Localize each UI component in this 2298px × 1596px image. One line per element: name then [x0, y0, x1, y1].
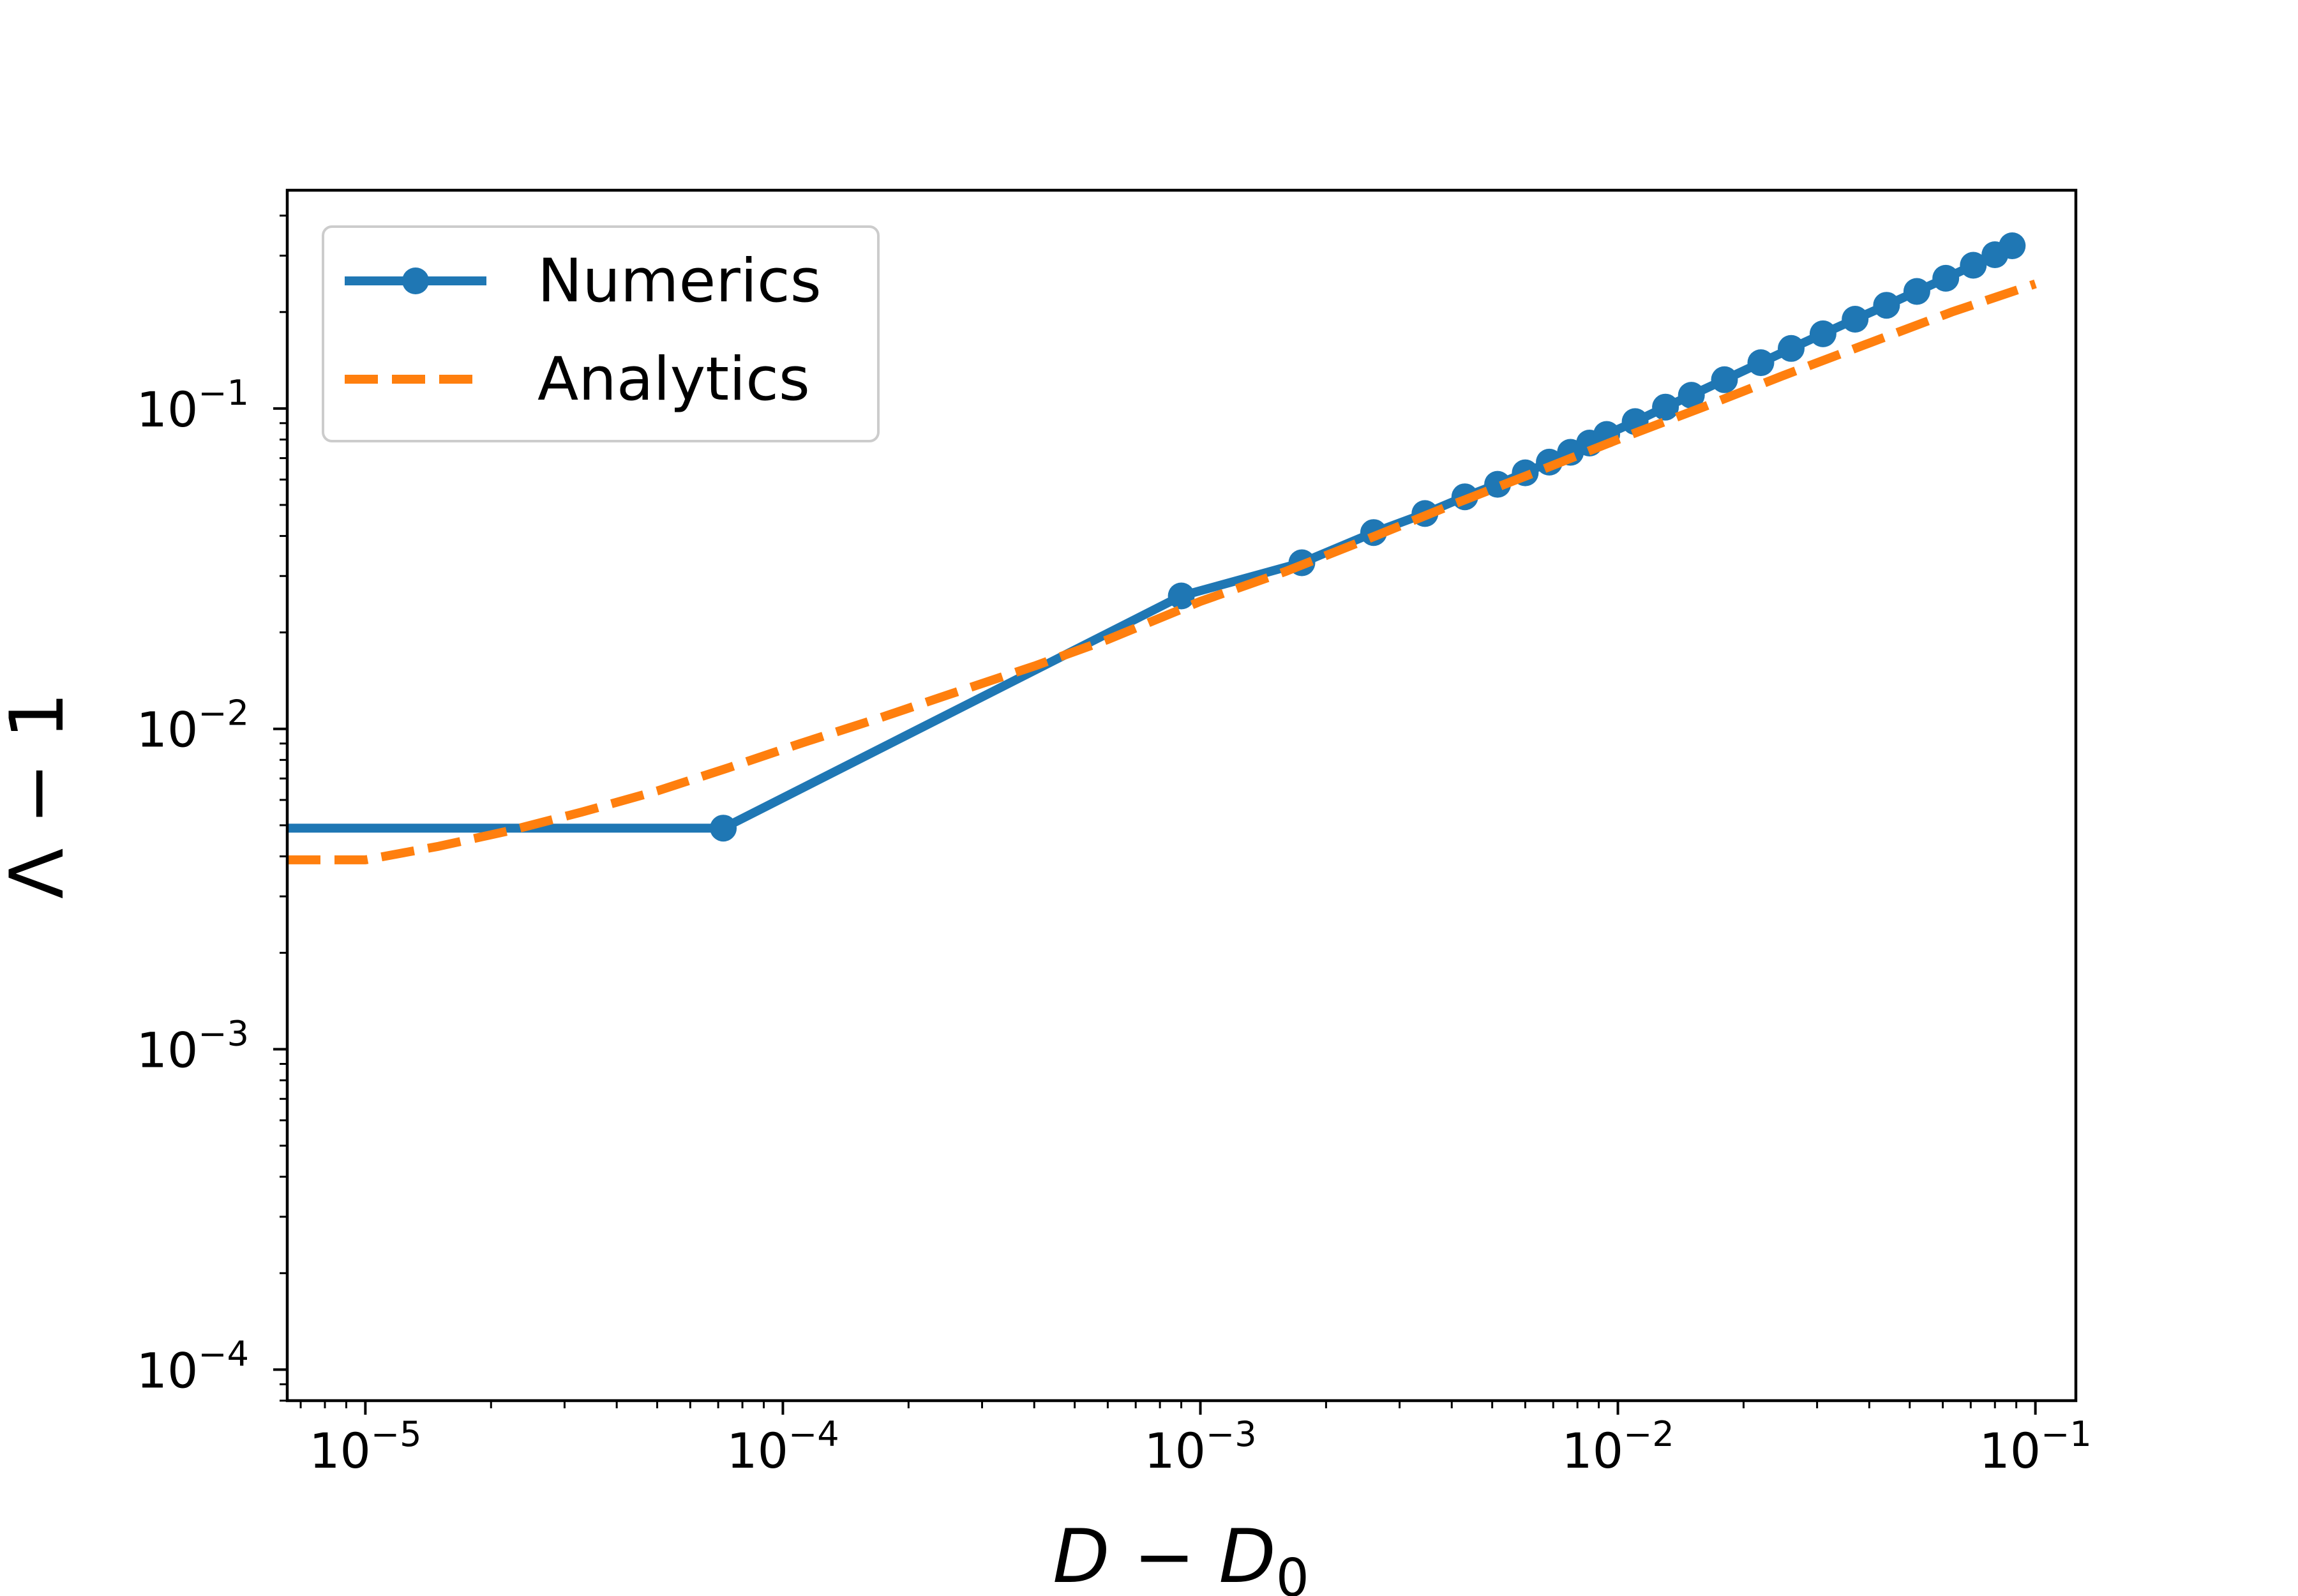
data-point-numerics	[1168, 582, 1195, 610]
x-tick-label: 10−2	[1561, 1414, 1674, 1479]
x-axis-title-subscript: 0	[1276, 1548, 1309, 1596]
data-point-numerics	[1809, 320, 1836, 347]
y-tick-label: 10−3	[137, 1014, 249, 1079]
data-point-numerics	[1960, 252, 1987, 279]
legend-label-analytics: Analytics	[537, 345, 810, 414]
series-line-analytics	[287, 279, 2037, 864]
data-point-numerics	[1778, 335, 1805, 362]
data-point-numerics	[1842, 306, 1869, 333]
data-point-numerics	[1747, 349, 1775, 377]
data-point-numerics	[1678, 382, 1705, 409]
legend-entry-analytics: Analytics	[345, 345, 810, 414]
data-point-numerics	[1873, 292, 1900, 319]
data-point-numerics	[1484, 471, 1512, 498]
legend-marker-numerics	[402, 267, 429, 294]
data-point-numerics	[710, 815, 737, 842]
y-axis-title: Λ − 1	[0, 692, 80, 899]
data-point-numerics	[1652, 393, 1679, 421]
y-tick-label: 10−4	[137, 1334, 249, 1399]
data-point-numerics	[1711, 366, 1738, 393]
ticks-layer: 10−5 10−4 10−3 10−2 10−1 10−4 10−3 10−2 10−1	[137, 215, 2092, 1479]
y-tick-label: 10−1	[137, 373, 249, 438]
y-tick-label: 10−2	[137, 693, 249, 758]
series-layer	[287, 232, 2037, 864]
data-point-numerics	[1999, 232, 2026, 259]
legend: Numerics Analytics	[322, 225, 880, 442]
data-point-numerics	[1903, 278, 1930, 305]
legend-label-numerics: Numerics	[537, 246, 822, 316]
x-axis-title-main: D − D	[1053, 1514, 1276, 1596]
x-tick-label: 10−3	[1144, 1414, 1256, 1479]
data-point-numerics	[1932, 264, 1960, 292]
x-tick-label: 10−4	[726, 1414, 839, 1479]
x-axis-title: D − D0	[1053, 1514, 1309, 1596]
x-tick-label: 10−1	[1979, 1414, 2091, 1479]
legend-entry-numerics: Numerics	[345, 246, 822, 316]
x-tick-label: 10−5	[309, 1414, 421, 1479]
